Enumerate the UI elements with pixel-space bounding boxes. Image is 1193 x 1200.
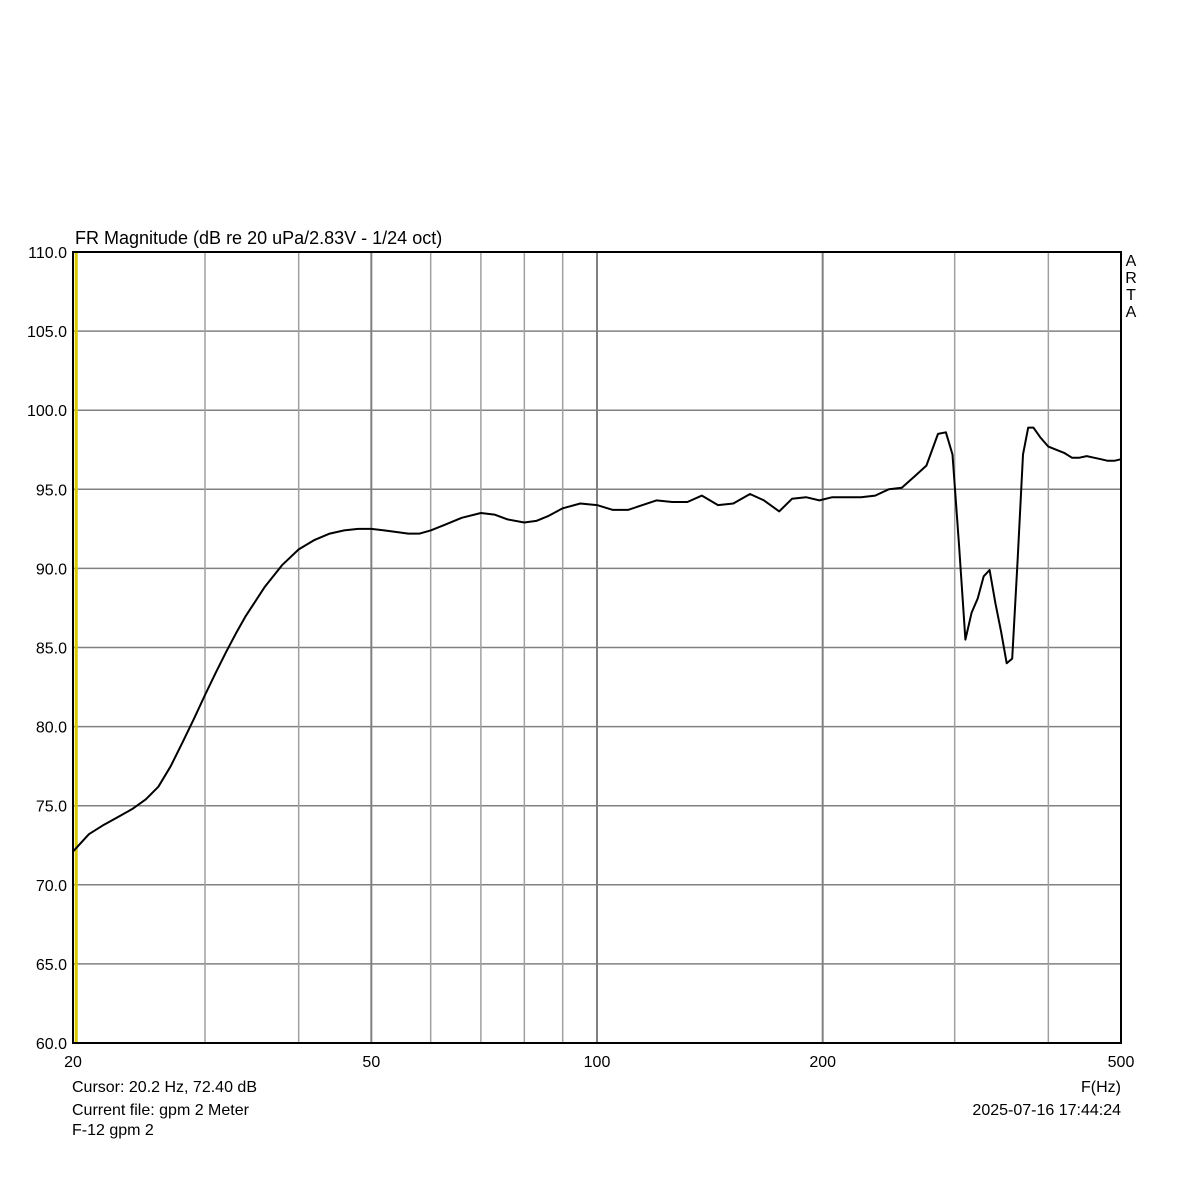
response-curve-layer: [72, 426, 1122, 853]
y-tick-label-80: 80.0: [36, 720, 67, 737]
current-file-label: Current file: gpm 2 Meter: [72, 1102, 250, 1119]
y-tick-labels: 60.0 65.0 70.0 75.0 80.0 85.0 90.0 95.0 100.0 105…: [27, 245, 67, 1053]
y-tick-label-90: 90.0: [36, 561, 67, 578]
x-tick-label-200: 200: [809, 1054, 836, 1071]
x-tick-label-50: 50: [362, 1054, 380, 1071]
chart-title: FR Magnitude (dB re 20 uPa/2.83V - 1/24 …: [75, 228, 442, 248]
y-tick-label-95: 95.0: [36, 482, 67, 499]
y-tick-label-70: 70.0: [36, 878, 67, 895]
arta-letter-2: T: [1126, 287, 1136, 304]
plot-frame: [72, 251, 1122, 1044]
cursor-readout: Cursor: 20.2 Hz, 72.40 dB: [72, 1079, 257, 1096]
y-tick-label-65: 65.0: [36, 957, 67, 974]
x-tick-label-100: 100: [584, 1054, 611, 1071]
arta-letter-0: A: [1126, 253, 1137, 270]
response-curve-0: [72, 426, 1122, 853]
x-axis-label: F(Hz): [1081, 1079, 1121, 1096]
y-tick-label-110: 110.0: [28, 245, 67, 262]
arta-letter-1: R: [1125, 270, 1137, 287]
x-tick-labels: 20 50 100 200 500: [64, 1054, 1134, 1071]
arta-letter-3: A: [1126, 304, 1137, 321]
measurement-subtitle: F-12 gpm 2: [72, 1122, 154, 1139]
y-tick-label-60: 60.0: [36, 1036, 67, 1053]
y-tick-label-105: 105.0: [27, 324, 67, 341]
y-tick-label-100: 100.0: [27, 403, 67, 420]
y-tick-label-75: 75.0: [36, 799, 67, 816]
datetime-stamp: 2025-07-16 17:44:24: [972, 1102, 1121, 1119]
y-tick-label-85: 85.0: [36, 641, 67, 658]
x-tick-label-500: 500: [1108, 1054, 1135, 1071]
grid-lines: [72, 251, 1122, 1044]
x-tick-label-20: 20: [64, 1054, 82, 1071]
